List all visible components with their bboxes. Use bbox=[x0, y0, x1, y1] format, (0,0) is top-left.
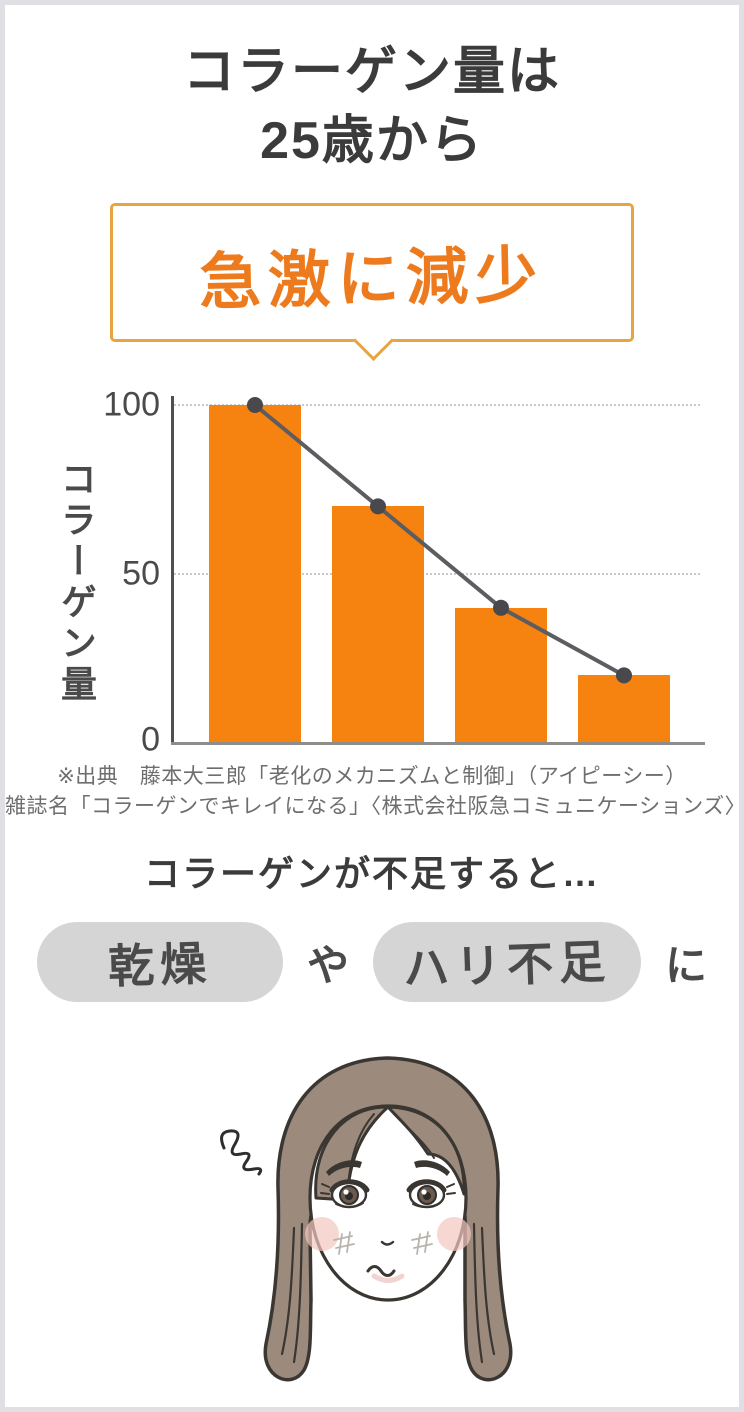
blush-and-dry-skin-marks bbox=[305, 1217, 471, 1255]
collagen-bar-chart: 100 50 0 コラーゲン量 bbox=[5, 385, 739, 759]
y-tick-50: 50 bbox=[122, 554, 160, 593]
worried-woman-illustration bbox=[220, 1056, 513, 1382]
title-line-1: コラーゲン量は bbox=[182, 43, 561, 101]
connector-ya: や bbox=[306, 941, 349, 989]
badge-lack-of-firmness-label: ハリ不足 bbox=[402, 935, 612, 995]
speech-bubble: 急激に減少 bbox=[110, 203, 634, 362]
chart-bars bbox=[5, 388, 739, 755]
nose bbox=[380, 1240, 395, 1246]
badge-dryness: 乾燥 bbox=[36, 922, 283, 1002]
fringe bbox=[314, 1105, 466, 1202]
eyebrows bbox=[326, 1160, 450, 1176]
y-tick-0: 0 bbox=[141, 720, 160, 759]
bubble-text: 急激に減少 bbox=[198, 240, 546, 318]
speech-bubble-pointer-icon bbox=[352, 319, 395, 362]
symptom-badges-row: 乾燥 や ハリ不足 に bbox=[5, 922, 739, 1002]
source-line-2: 雑誌名「コラーゲンでキレイになる」〈株式会社阪急コミュニケーションズ〉 bbox=[5, 795, 744, 819]
title-line-2: 25歳から bbox=[260, 111, 484, 170]
mouth bbox=[366, 1265, 405, 1283]
badge-lack-of-firmness: ハリ不足 bbox=[373, 922, 641, 1002]
source-citation: ※出典 藤本大三郎「老化のメカニズムと制御」（アイピーシー） 雑誌名「コラーゲン… bbox=[5, 762, 739, 823]
connector-ni: に bbox=[665, 941, 708, 989]
x-axis-line bbox=[171, 742, 705, 745]
y-axis-line bbox=[171, 396, 174, 744]
right-eye bbox=[406, 1179, 456, 1209]
worry-scribble-icon bbox=[220, 1129, 263, 1176]
left-eye bbox=[320, 1179, 370, 1209]
source-line-1: ※出典 藤本大三郎「老化のメカニズムと制御」（アイピーシー） bbox=[57, 765, 687, 788]
chart-bar bbox=[455, 607, 547, 743]
chart-bar bbox=[209, 405, 301, 743]
page-title: コラーゲン量は 25歳から bbox=[5, 38, 739, 175]
y-axis-label: コラーゲン量 bbox=[56, 460, 97, 706]
deficiency-subtitle: コラーゲンが不足すると… bbox=[143, 853, 600, 894]
chart-bar bbox=[332, 506, 424, 743]
y-tick-100: 100 bbox=[103, 385, 160, 424]
chart-bar bbox=[578, 675, 670, 743]
badge-dryness-label: 乾燥 bbox=[107, 937, 213, 993]
